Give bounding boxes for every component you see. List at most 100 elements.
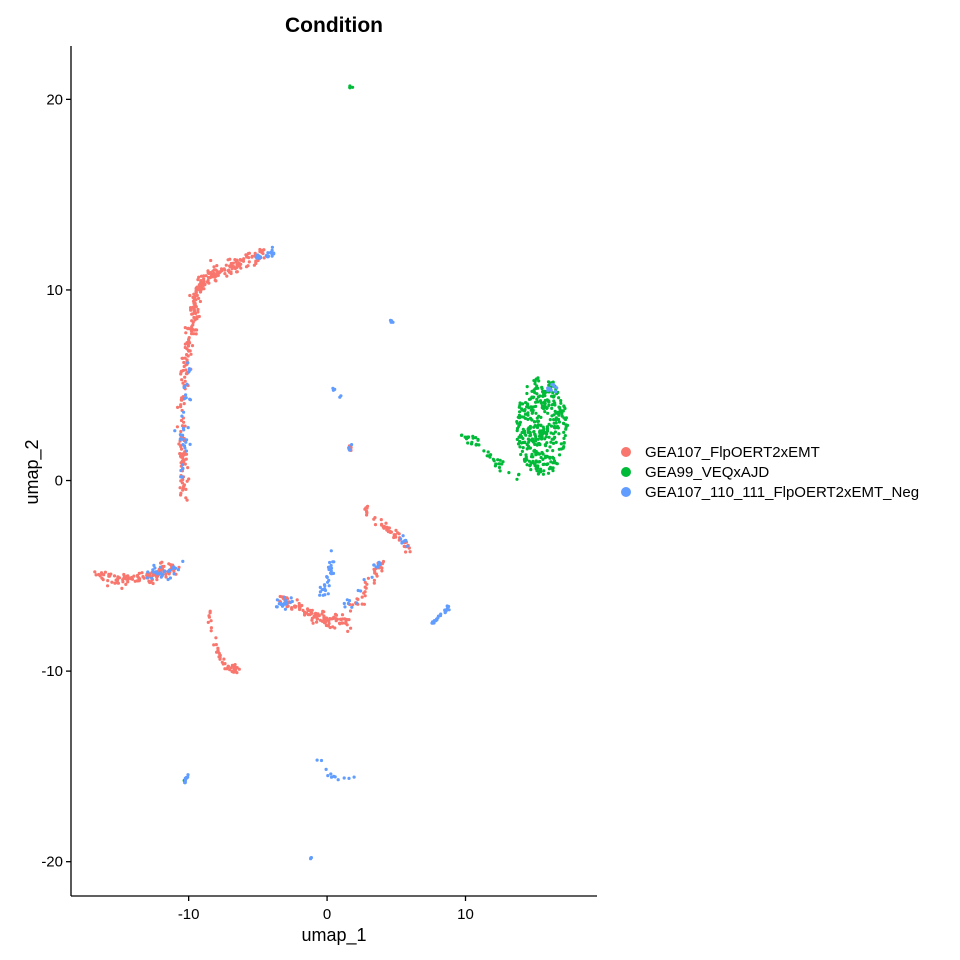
point-2-2-6 <box>173 566 178 570</box>
point-1-0-350 <box>526 403 530 407</box>
point-1-0-238 <box>540 404 545 408</box>
point-1-0-278 <box>522 415 526 419</box>
point-0-0-133 <box>258 247 262 252</box>
point-1-2-3 <box>348 85 352 89</box>
point-0-1-28 <box>189 308 193 312</box>
point-1-1-8 <box>494 462 498 466</box>
point-0-6-38 <box>372 581 376 585</box>
point-0-0-150 <box>219 267 224 271</box>
point-0-0-110 <box>226 258 230 262</box>
scatter-points <box>93 84 570 861</box>
point-1-0-345 <box>560 414 564 418</box>
point-1-0-371 <box>538 469 542 473</box>
point-0-3-65 <box>151 581 155 586</box>
point-1-0-332 <box>535 384 539 388</box>
point-1-0-336 <box>521 427 525 431</box>
point-2-2-20 <box>176 568 180 572</box>
point-1-0-343 <box>518 415 522 419</box>
point-1-0-191 <box>560 409 564 413</box>
point-1-0-286 <box>526 428 530 432</box>
point-2-1-30 <box>178 433 182 437</box>
point-2-8-4 <box>339 394 343 398</box>
point-2-5-6 <box>359 589 363 593</box>
point-2-1-20 <box>182 428 186 432</box>
point-0-3-112 <box>126 574 130 578</box>
point-1-0-167 <box>547 403 551 407</box>
point-1-0-354 <box>545 429 550 433</box>
point-2-11-9 <box>183 778 188 782</box>
point-2-3-17 <box>290 599 294 604</box>
point-0-0-144 <box>209 273 213 277</box>
point-2-2-15 <box>171 566 175 571</box>
y-tick-label: -10 <box>41 663 63 680</box>
point-1-0-50 <box>551 449 555 453</box>
point-1-0-246 <box>562 430 566 434</box>
point-1-0-285 <box>552 413 556 417</box>
point-2-0-16 <box>272 251 276 255</box>
point-0-5-61 <box>321 609 325 614</box>
point-0-1-44 <box>196 307 200 312</box>
point-1-0-268 <box>536 419 541 423</box>
point-0-4-15 <box>209 619 213 623</box>
point-0-3-89 <box>102 573 106 577</box>
point-1-0-250 <box>551 441 556 445</box>
y-tick-label: -20 <box>41 854 63 871</box>
point-0-2-13 <box>176 405 180 409</box>
point-2-4-7 <box>320 588 324 592</box>
point-0-1-40 <box>185 353 189 357</box>
point-0-6-34 <box>381 559 386 564</box>
point-1-0-169 <box>521 402 525 406</box>
point-1-0-247 <box>557 396 561 400</box>
point-0-0-154 <box>227 268 231 272</box>
point-2-4-16 <box>318 590 322 594</box>
point-0-5-98 <box>323 621 327 625</box>
point-0-7-1 <box>384 521 388 525</box>
point-2-4-27 <box>323 593 327 597</box>
y-tick-label: 20 <box>46 91 63 108</box>
point-1-0-251 <box>531 440 536 444</box>
point-1-0-377 <box>552 425 557 430</box>
point-0-4-35 <box>230 663 234 668</box>
point-1-0-325 <box>549 431 553 435</box>
point-2-3-15 <box>283 607 287 611</box>
point-1-0-210 <box>523 412 528 416</box>
point-1-0-156 <box>545 449 549 453</box>
point-0-6-36 <box>374 572 378 576</box>
point-2-1-19 <box>185 382 189 386</box>
point-2-0-15 <box>269 251 273 255</box>
point-0-5-64 <box>341 617 345 621</box>
point-0-0-74 <box>238 258 242 262</box>
point-2-2-5 <box>150 576 154 580</box>
point-0-4-16 <box>216 646 220 650</box>
point-1-1-25 <box>476 438 480 442</box>
point-2-3-18 <box>289 596 293 600</box>
point-0-1-80 <box>194 332 198 336</box>
point-0-0-141 <box>199 279 203 283</box>
point-0-1-61 <box>190 329 194 333</box>
point-2-2-2 <box>158 565 162 569</box>
point-0-0-104 <box>216 273 220 277</box>
point-0-3-88 <box>103 570 107 574</box>
point-0-7-37 <box>385 525 389 530</box>
point-1-1-31 <box>501 460 505 464</box>
point-0-5-91 <box>294 604 298 608</box>
point-1-0-168 <box>527 459 532 463</box>
point-1-1-32 <box>471 434 475 438</box>
point-1-0-236 <box>533 424 537 428</box>
point-2-1-16 <box>184 393 188 397</box>
point-1-0-318 <box>527 440 531 444</box>
point-0-4-6 <box>214 643 218 647</box>
point-1-0-46 <box>531 455 535 459</box>
point-1-0-347 <box>541 394 545 398</box>
point-2-5-14 <box>372 563 376 567</box>
point-0-7-39 <box>394 535 398 539</box>
point-0-3-105 <box>93 570 97 574</box>
point-0-1-81 <box>192 332 196 336</box>
point-1-0-363 <box>528 446 532 450</box>
point-0-0-132 <box>247 260 251 264</box>
point-1-1-5 <box>482 449 486 453</box>
point-0-0-96 <box>237 264 241 268</box>
point-0-5-109 <box>320 619 324 623</box>
point-0-1-54 <box>182 360 186 365</box>
point-1-0-151 <box>524 453 528 457</box>
